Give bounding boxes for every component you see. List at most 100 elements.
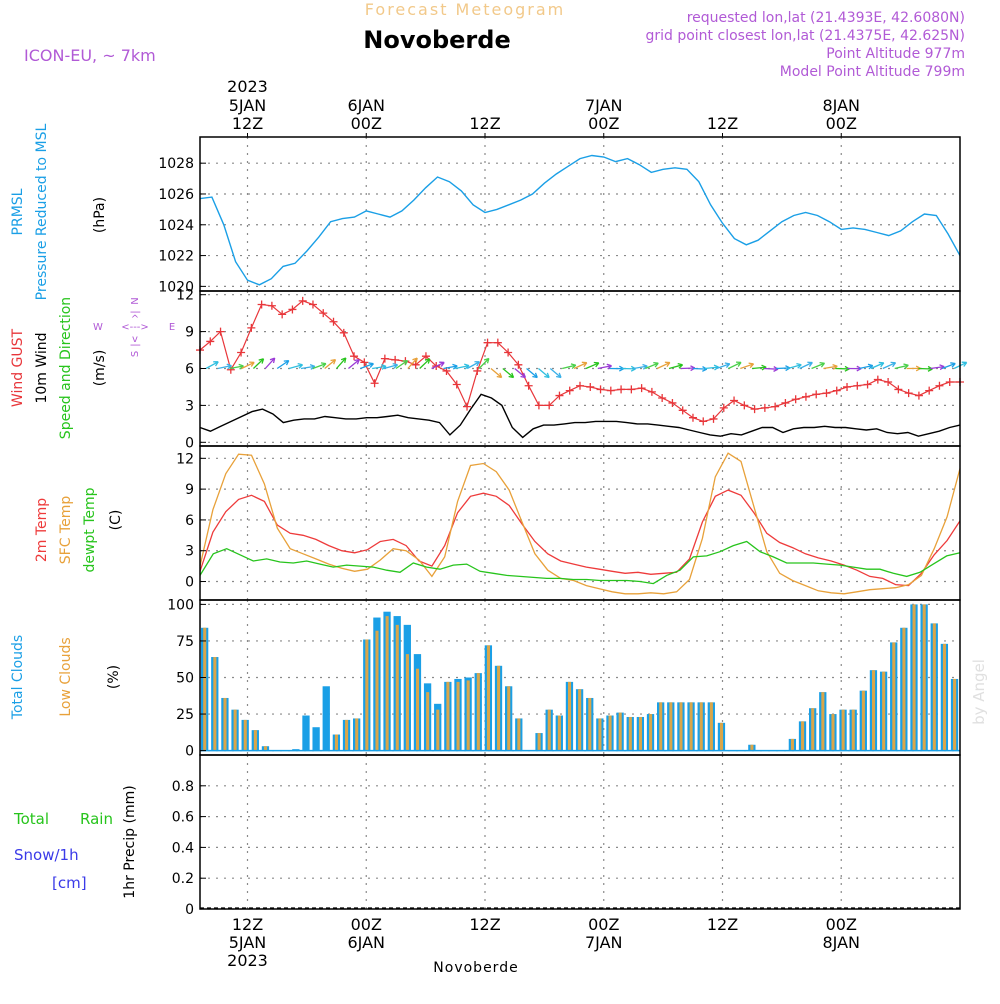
precip-ytick-label: 0.2 (172, 871, 194, 887)
low-cloud-bar (710, 702, 713, 750)
compass-s: S (130, 351, 141, 357)
low-cloud-bar (517, 718, 520, 750)
bottom-time-label: 12Z (469, 915, 500, 934)
bottom-time-label: 7JAN (585, 933, 623, 952)
cloud-labels: Total Clouds Low Clouds (%) (10, 635, 122, 720)
temp-line-sfc-temp (200, 453, 960, 594)
wind-labels: Wind GUST 10m Wind Speed and Direction (… (10, 297, 175, 439)
wind-ytick-label: 3 (185, 398, 194, 414)
wind-10m-line (200, 394, 960, 437)
wind-unit: (m/s) (92, 350, 108, 387)
compass-n: N (130, 297, 141, 304)
axis-layer: 1020102210241026102803691203691202550751… (158, 77, 960, 970)
wind-direction-arrow (253, 359, 263, 369)
precip-frame (200, 755, 960, 909)
temp-labels: 2m Temp SFC Temp dewpt Temp (C) (34, 487, 124, 572)
low-cloud-bar (568, 682, 571, 751)
pressure-label-a: PRMSL (10, 188, 26, 235)
total-rain-label-b: Rain (80, 810, 113, 828)
wind-gust-label: Wind GUST (10, 328, 26, 407)
wind-gust-marker (597, 385, 605, 393)
pressure-labels: PRMSL Pressure Reduced to MSL (hPa) (10, 123, 108, 300)
compass-bar-bottom: | (130, 343, 141, 346)
low-cloud-bar (497, 666, 500, 751)
pressure-line (200, 156, 960, 285)
bottom-time-label: 6JAN (347, 933, 385, 952)
wind-gust-marker (802, 393, 810, 401)
clouds-ytick-label: 25 (176, 707, 194, 723)
low-cloud-bar (355, 718, 358, 750)
wind-gust-marker (843, 383, 851, 391)
wind-gust-marker (781, 399, 789, 407)
low-cloud-bar (375, 631, 378, 751)
low-cloud-bar (842, 710, 845, 751)
data-layer (196, 156, 967, 909)
wind-gust-marker (792, 395, 800, 403)
low-cloud-bar (487, 645, 490, 750)
wind-gust-marker (258, 301, 266, 309)
low-cloud-bar (436, 710, 439, 751)
temp-2m-label: 2m Temp (34, 498, 50, 562)
info-line-2: grid point closest lon,lat (21.4375E, 42… (645, 28, 965, 44)
snow-label-b: [cm] (52, 874, 87, 892)
low-cloud-bar (609, 716, 612, 751)
wind-gust-marker (237, 349, 245, 357)
low-cloud-bar (720, 723, 723, 751)
bottom-time-label: 2023 (227, 951, 268, 970)
clouds-ytick-label: 100 (167, 597, 194, 613)
wind-gust-marker (833, 387, 841, 395)
low-cloud-bar (690, 702, 693, 750)
top-time-label: 00Z (351, 114, 382, 133)
total-cloud-bar (312, 727, 319, 750)
wind-gust-marker (884, 378, 892, 386)
wind-ytick-label: 9 (185, 325, 194, 341)
snow-label-a: Snow/1h (14, 846, 79, 864)
low-cloud-bar (872, 670, 875, 750)
low-cloud-bar (801, 721, 804, 750)
low-cloud-bar (852, 710, 855, 751)
low-cloud-bar (791, 739, 794, 751)
clouds-ytick-label: 75 (176, 634, 194, 650)
low-cloud-bar (254, 730, 257, 750)
low-cloud-bar (913, 604, 916, 750)
bottom-time-label: 12Z (232, 915, 263, 934)
low-cloud-bar (679, 702, 682, 750)
wind-gust-marker (925, 387, 933, 395)
precip-ytick-label: 0.6 (172, 810, 194, 826)
top-time-label: 00Z (826, 114, 857, 133)
temperature-ytick-label: 3 (185, 544, 194, 560)
wind-gust-marker (586, 383, 594, 391)
wind-gust-marker (668, 399, 676, 407)
top-time-label: 8JAN (822, 96, 860, 115)
wind-gust-marker (751, 405, 759, 413)
temp-dewpt-label: dewpt Temp (82, 487, 98, 572)
precip-ytick-label: 0.4 (172, 840, 194, 856)
low-cloud-bar (750, 745, 753, 751)
wind-gust-marker (730, 396, 738, 404)
wind-gust-marker (679, 406, 687, 414)
wind-gust-marker (617, 385, 625, 393)
low-cloud-bar (416, 669, 419, 751)
info-line-4: Model Point Altitude 799m (780, 64, 965, 80)
low-cloud-bar (244, 720, 247, 751)
info-line-3: Point Altitude 977m (826, 46, 965, 62)
temperature-ytick-label: 6 (185, 513, 194, 529)
low-cloud-bar (223, 698, 226, 751)
low-cloud-bar (396, 625, 399, 751)
wind-10m-label: 10m Wind (34, 332, 50, 403)
low-cloud-bar (386, 616, 389, 751)
wind-gust-marker (894, 385, 902, 393)
clouds-unit: (%) (106, 665, 122, 689)
top-year-label: 2023 (227, 77, 268, 96)
wind-gust-marker (566, 387, 574, 395)
wind-gust-marker (946, 378, 954, 386)
low-cloud-bar (902, 628, 905, 751)
low-cloud-bar (700, 702, 703, 750)
wind-ytick-label: 6 (185, 362, 194, 378)
wind-gust-marker (535, 401, 543, 409)
low-cloud-bar (406, 654, 409, 751)
wind-gust-marker (607, 387, 615, 395)
low-cloud-bar (335, 735, 338, 751)
pressure-ytick-label: 1026 (158, 187, 194, 203)
wind-gust-marker (658, 394, 666, 402)
